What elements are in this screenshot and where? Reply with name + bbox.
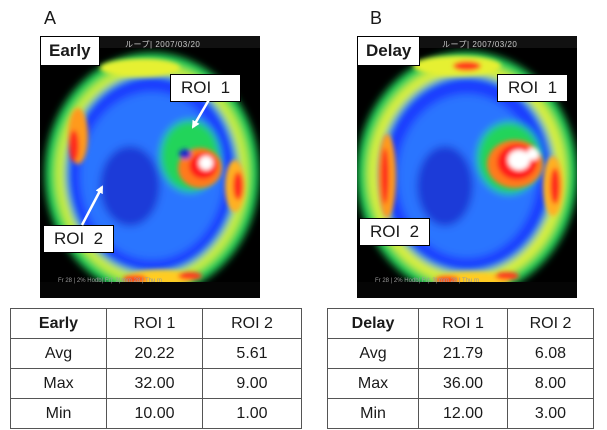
table-header-cell: ROI 1 <box>106 308 203 339</box>
table-row: Min 10.00 1.00 <box>10 398 302 429</box>
panel-b-header-text: ループ| 2007/03/20 <box>442 40 518 49</box>
table-header-cell: ROI 2 <box>507 308 594 339</box>
table-row: Max 36.00 8.00 <box>327 368 594 399</box>
panel-a-stats-table: Early ROI 1 ROI 2 Avg 20.22 5.61 Max 32.… <box>10 308 302 429</box>
table-header-cell: ROI 2 <box>202 308 302 339</box>
table-cell: 10.00 <box>106 398 203 429</box>
panel-a-header-text: ループ| 2007/03/20 <box>125 40 201 49</box>
table-cell: 5.61 <box>202 338 302 369</box>
table-cell: 36.00 <box>418 368 508 399</box>
table-row: Min 12.00 3.00 <box>327 398 594 429</box>
table-cell: Min <box>10 398 107 429</box>
panel-b-roi2-label: ROI 2 <box>359 218 431 246</box>
table-header-cell: ROI 1 <box>418 308 508 339</box>
table-cell: Min <box>327 398 419 429</box>
table-header-cell: Delay <box>327 308 419 339</box>
table-row: Max 32.00 9.00 <box>10 368 302 399</box>
panel-b-letter: B <box>370 8 383 28</box>
table-header-cell: Early <box>10 308 107 339</box>
table-cell: Avg <box>327 338 419 369</box>
table-cell: Max <box>327 368 419 399</box>
table-row: Avg 20.22 5.61 <box>10 338 302 369</box>
table-cell: 8.00 <box>507 368 594 399</box>
table-cell: 32.00 <box>106 368 203 399</box>
panel-b-footer-text: Fr 28 | 2% Hodb| Fr|: 3|:mm 28 | Thu m <box>375 278 480 284</box>
panel-b-stats-table: Delay ROI 1 ROI 2 Avg 21.79 6.08 Max 36.… <box>327 308 594 429</box>
panel-a-footer-text: Fr 28 | 2% Hodb| Fr|: 3|:mm 28 | Thu m <box>58 278 163 284</box>
panel-a-roi2-label: ROI 2 <box>43 225 115 253</box>
table-header-row: Early ROI 1 ROI 2 <box>10 308 302 339</box>
table-row: Avg 21.79 6.08 <box>327 338 594 369</box>
table-cell: 21.79 <box>418 338 508 369</box>
table-cell: 20.22 <box>106 338 203 369</box>
panel-b-phase-label: Delay <box>357 36 421 66</box>
panel-a-phase-label: Early <box>40 36 100 66</box>
table-cell: 1.00 <box>202 398 302 429</box>
table-cell: 12.00 <box>418 398 508 429</box>
table-cell: Avg <box>10 338 107 369</box>
table-cell: Max <box>10 368 107 399</box>
table-cell: 9.00 <box>202 368 302 399</box>
table-cell: 6.08 <box>507 338 594 369</box>
panel-b-roi1-label: ROI 1 <box>497 74 569 102</box>
panel-a-roi1-label: ROI 1 <box>170 74 242 102</box>
panel-a-letter: A <box>44 8 57 28</box>
table-cell: 3.00 <box>507 398 594 429</box>
table-header-row: Delay ROI 1 ROI 2 <box>327 308 594 339</box>
